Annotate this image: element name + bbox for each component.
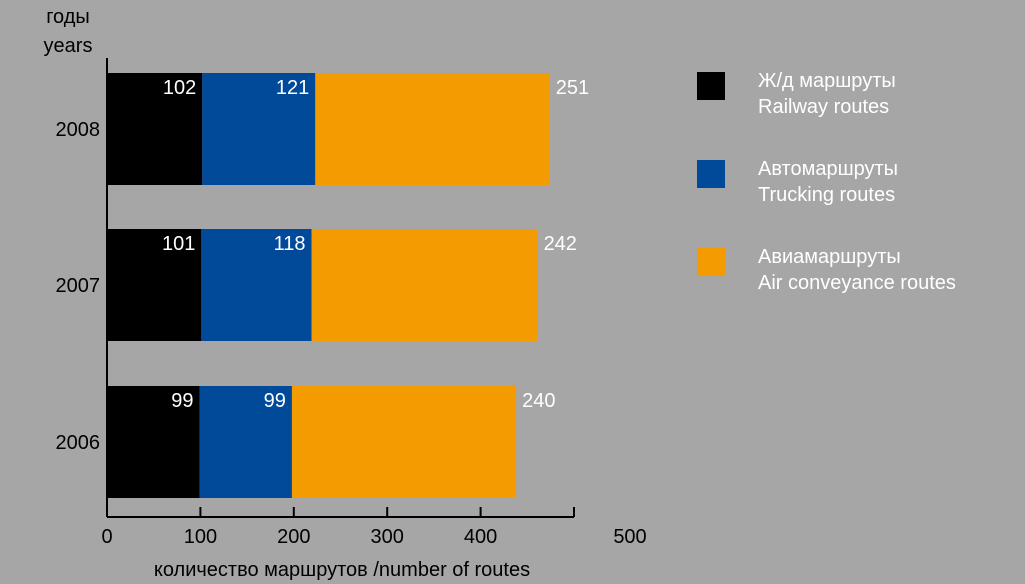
category-label-2006: 2006 bbox=[56, 432, 101, 454]
bar-rail-2007 bbox=[107, 229, 202, 341]
legend-label-truck-ru: Автомаршруты bbox=[758, 158, 899, 180]
x-tick-label-400: 400 bbox=[464, 526, 497, 548]
y-axis-title-en: years bbox=[44, 35, 93, 57]
value-label-air-2007: 242 bbox=[544, 233, 577, 255]
legend-label-rail-ru: Ж/д маршруты bbox=[758, 70, 896, 92]
legend-label-air-ru: Авиамаршруты bbox=[758, 246, 901, 268]
legend-swatch-truck bbox=[697, 160, 725, 188]
category-label-2007: 2007 bbox=[56, 275, 101, 297]
legend-label-truck-en: Trucking routes bbox=[758, 184, 896, 206]
chart-legend: Ж/д маршруты Railway routes Автомаршруты… bbox=[697, 68, 1017, 332]
legend-label-air-en: Air conveyance routes bbox=[758, 272, 956, 294]
x-tick-label-0: 0 bbox=[101, 526, 112, 548]
x-tick-label-200: 200 bbox=[277, 526, 310, 548]
value-label-truck-2006: 99 bbox=[264, 390, 286, 412]
bar-truck-2006 bbox=[199, 386, 292, 498]
value-label-rail-2006: 99 bbox=[171, 390, 193, 412]
value-label-rail-2007: 101 bbox=[162, 233, 195, 255]
x-tick-label-300: 300 bbox=[371, 526, 404, 548]
value-label-truck-2007: 118 bbox=[274, 233, 306, 255]
legend-swatch-rail bbox=[697, 72, 725, 100]
bar-air-2007 bbox=[311, 229, 538, 341]
value-label-air-2006: 240 bbox=[522, 390, 555, 412]
legend-label-rail-en: Railway routes bbox=[758, 96, 890, 118]
legend-swatch-air bbox=[697, 248, 725, 276]
bar-air-2008 bbox=[315, 73, 550, 185]
x-tick-label-500: 500 bbox=[613, 526, 646, 548]
bar-truck-2008 bbox=[202, 73, 316, 185]
x-tick-label-100: 100 bbox=[184, 526, 217, 548]
bar-truck-2007 bbox=[201, 229, 312, 341]
value-label-rail-2008: 102 bbox=[163, 77, 196, 99]
y-axis-title-ru: годы bbox=[46, 6, 90, 28]
legend-item-air: Авиамаршруты Air conveyance routes bbox=[697, 244, 1017, 332]
category-label-2008: 2008 bbox=[56, 119, 101, 141]
bar-rail-2008 bbox=[107, 73, 203, 185]
legend-item-truck: Автомаршруты Trucking routes bbox=[697, 156, 1017, 244]
bar-rail-2006 bbox=[107, 386, 200, 498]
x-axis-title: количество маршрутов /number of routes bbox=[154, 559, 530, 581]
legend-item-rail: Ж/д маршруты Railway routes bbox=[697, 68, 1017, 156]
value-label-truck-2008: 121 bbox=[276, 77, 309, 99]
value-label-air-2008: 251 bbox=[556, 77, 589, 99]
bar-air-2006 bbox=[291, 386, 517, 498]
